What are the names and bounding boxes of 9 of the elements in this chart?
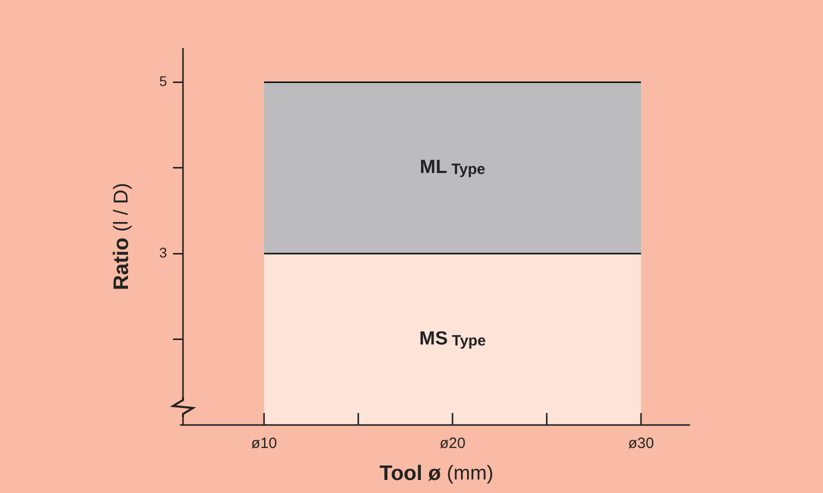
x-tick-label: ø30 xyxy=(628,435,654,452)
x-tick-label: ø10 xyxy=(251,435,277,452)
x-axis-title: Tool ø (mm) xyxy=(380,462,494,485)
x-tick-label: ø20 xyxy=(440,435,466,452)
y-tick-label: 3 xyxy=(159,244,168,260)
y-axis-title: Ratio (l / D) xyxy=(110,182,133,290)
series-label: MS Type xyxy=(419,328,486,350)
series-label: ML Type xyxy=(420,157,486,178)
y-tick-label: 5 xyxy=(159,73,168,90)
